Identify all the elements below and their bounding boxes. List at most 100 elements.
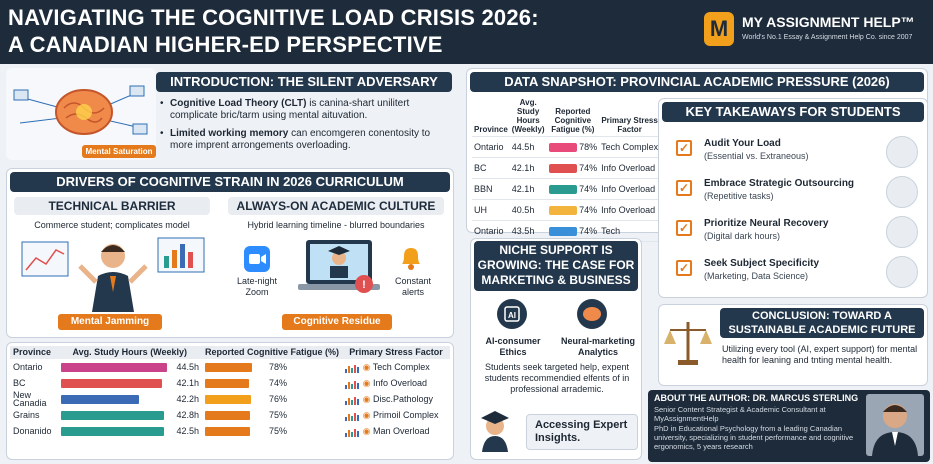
- header-bar: [0, 0, 933, 64]
- mini-chart-icon: [345, 378, 360, 389]
- snap-province: Ontario: [474, 226, 504, 236]
- takeaways-panel: [658, 98, 928, 298]
- warn-icon: ◉: [362, 377, 371, 388]
- niche-title-3: MARKETING & BUSINESS: [481, 273, 631, 287]
- row-factor: Disc.Pathology: [372, 393, 433, 404]
- row-province: Grains: [13, 410, 40, 420]
- row-fatigue: 75%: [269, 426, 288, 436]
- brain-icon: [6, 68, 156, 160]
- fatigue-swatch: [548, 164, 577, 174]
- row-hours: 42.8h: [176, 410, 200, 420]
- technical-barrier-title: TECHNICAL BARRIER: [14, 197, 210, 215]
- snap-factor: Tech Complex: [601, 142, 659, 152]
- bullet-1-text: is canina-shart unilitert complicate bri…: [170, 98, 410, 121]
- warn-icon: ◉: [362, 361, 371, 372]
- snap-fatigue-cell: 74%: [547, 158, 600, 179]
- fatigue-swatch: [548, 227, 577, 237]
- bullet-2-bold: Limited working memory: [170, 128, 289, 139]
- row-factor-cell: ◉ Info Overload: [342, 375, 450, 391]
- col-hours: Avg. Study Hours (Weekly): [72, 347, 188, 357]
- expert-insights-callout: Accessing Expert Insights.: [526, 414, 638, 450]
- row-hours-cell: 44.5h: [58, 359, 203, 375]
- row-hours-cell: 42.8h: [58, 407, 203, 423]
- hours-bar: [60, 394, 139, 404]
- hours-bar: [60, 426, 164, 436]
- row-factor: Tech Complex: [372, 361, 430, 372]
- row-province: Ontario: [13, 362, 43, 372]
- niche-title-1: NICHE SUPPORT IS: [499, 243, 613, 257]
- snap-factor: Info Overload: [601, 163, 656, 173]
- warn-icon: ◉: [362, 409, 371, 420]
- avatar: [866, 394, 924, 456]
- mental-jamming-badge: Mental Jamming: [58, 314, 162, 330]
- conclusion-title-1: CONCLUSION: TOWARD A: [752, 310, 892, 322]
- fatigue-bar: [205, 426, 251, 436]
- author-line1: Senior Content Strategist & Academic Con…: [654, 405, 826, 423]
- table-row: Ontario 44.5h 78% ◉ Tech Complex: [10, 359, 450, 375]
- svg-text:!: !: [362, 279, 366, 291]
- table-row: New Canadia 42.2h 76% ◉ Disc.Pathology: [10, 391, 450, 408]
- snap-fatigue: 74%: [579, 204, 598, 215]
- takeaway-item: ✓ Embrace Strategic Outsourcing (Repetitiv…: [676, 176, 926, 216]
- row-hours: 42.5h: [176, 426, 200, 436]
- mini-chart-icon: [345, 362, 360, 373]
- snap-factor: Tech: [601, 226, 621, 236]
- fatigue-swatch: [548, 185, 577, 195]
- niche-title: NICHE SUPPORT IS GROWING: THE CASE FOR M…: [474, 241, 638, 291]
- col-fatigue: Reported Cognitive Fatigue (%): [205, 347, 340, 357]
- table-row: Grains 42.8h 75% ◉ Primoil Complex: [10, 407, 450, 423]
- stressed-student-icon: [21, 237, 205, 312]
- snap-fatigue-cell: 74%: [547, 200, 600, 221]
- logo-icon[interactable]: M: [704, 12, 734, 46]
- snapshot-row: BC 42.1h 74% Info Overload: [472, 158, 661, 179]
- intro-bullet-2: • Limited working memory can encomgeren …: [158, 128, 452, 152]
- conclusion-body: Utilizing every tool (AI, expert support…: [722, 344, 918, 365]
- mini-chart-icon: [345, 410, 360, 421]
- ai-chip-icon: AI: [496, 298, 528, 330]
- robot-arm-icon: [886, 176, 918, 208]
- technical-caption: Commerce student; complicates model: [34, 220, 190, 230]
- snapshot-table: Province Avg. Study Hours (Weekly) Repor…: [472, 96, 661, 242]
- mini-chart-icon: [345, 426, 360, 437]
- snap-fatigue: 74%: [579, 225, 598, 236]
- takeaways-title: KEY TAKEAWAYS FOR STUDENTS: [662, 102, 924, 122]
- row-factor: Primoil Complex: [372, 409, 439, 420]
- snapshot-row: Ontario 44.5h 78% Tech Complex: [472, 137, 661, 158]
- snapshot-header: Province Avg. Study Hours (Weekly) Repor…: [472, 96, 661, 137]
- takeaway-sub: (Marketing, Data Science): [704, 271, 809, 281]
- row-fatigue: 76%: [269, 394, 288, 404]
- snap-hours: 44.5h: [511, 142, 535, 152]
- row-factor-cell: ◉ Man Overload: [342, 423, 450, 439]
- author-photo-icon: [872, 404, 918, 456]
- row-factor: Man Overload: [372, 425, 430, 436]
- logo-name[interactable]: MY ASSIGNMENT HELP™: [742, 14, 915, 30]
- row-hours: 42.2h: [176, 394, 200, 404]
- snap-fatigue: 74%: [579, 183, 598, 194]
- snap-col-factor: Primary Stress Factor: [601, 116, 658, 134]
- intro-bullets: • Cognitive Load Theory (CLT) is canina-…: [158, 98, 452, 152]
- row-fatigue-cell: 76%: [202, 391, 342, 407]
- mini-chart-icon: [345, 394, 360, 405]
- telescope-icon: [886, 256, 918, 288]
- hours-bar: [60, 378, 162, 388]
- niche-title-2: GROWING: THE CASE FOR: [477, 258, 635, 272]
- warn-icon: ◉: [362, 393, 371, 404]
- row-factor-cell: ◉ Disc.Pathology: [342, 391, 450, 407]
- snap-fatigue-cell: 74%: [547, 179, 600, 200]
- takeaway-item: ✓ Seek Subject Specificity (Marketing, Dat…: [676, 256, 926, 296]
- title-line-1: NAVIGATING THE COGNITIVE LOAD CRISIS 202…: [8, 5, 539, 30]
- fatigue-bar: [205, 378, 250, 388]
- intro-title: INTRODUCTION: THE SILENT ADVERSARY: [156, 72, 452, 92]
- logo-tagline: World's No.1 Essay & Assignment Help Co.…: [742, 34, 913, 41]
- constant-alerts-label: Constant alerts: [394, 276, 432, 297]
- balance-scale-icon: [886, 136, 918, 168]
- niche-body: Students seek targeted help, expent stud…: [484, 362, 630, 394]
- row-factor-cell: ◉ Primoil Complex: [342, 407, 450, 423]
- bullet-dot-icon: •: [160, 98, 164, 109]
- bullet-2-text: can encomgeren conentosity to more impre…: [170, 128, 431, 151]
- culture-caption: Hybrid learning timeline - blurred bound…: [247, 220, 425, 230]
- row-hours-cell: 42.2h: [58, 391, 203, 407]
- takeaway-title: Audit Your Load: [704, 138, 781, 149]
- row-fatigue: 75%: [269, 410, 288, 420]
- checkbox-icon: ✓: [676, 220, 692, 236]
